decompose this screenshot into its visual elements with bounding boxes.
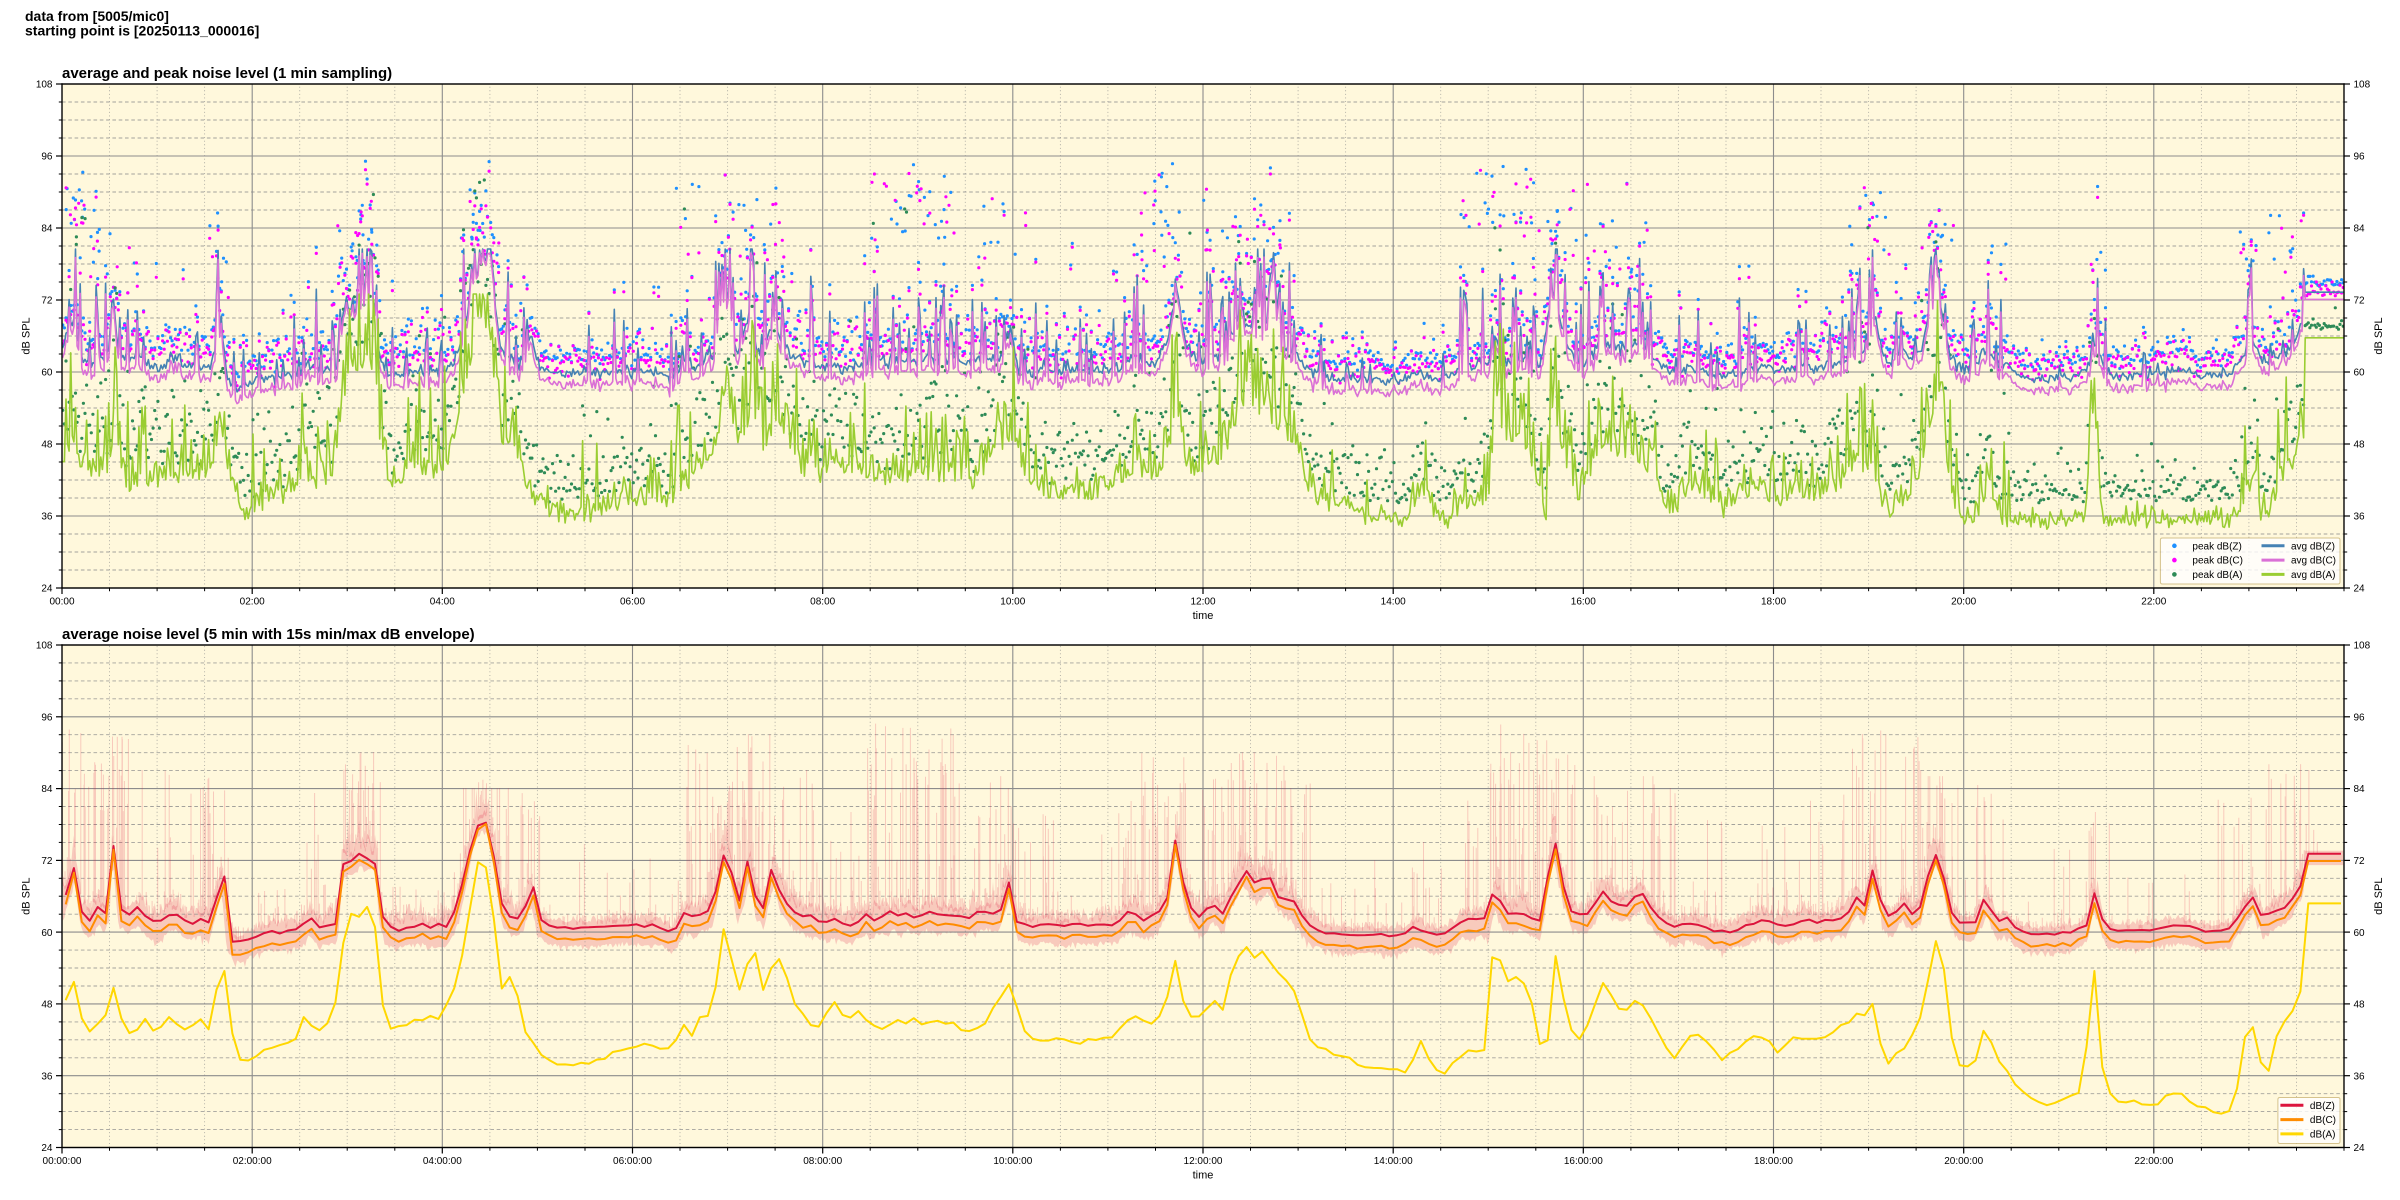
svg-text:22:00: 22:00 bbox=[2141, 597, 2166, 608]
svg-text:14:00:00: 14:00:00 bbox=[1374, 1156, 1413, 1167]
svg-text:108: 108 bbox=[2354, 641, 2371, 652]
svg-text:20:00:00: 20:00:00 bbox=[1944, 1156, 1983, 1167]
svg-text:108: 108 bbox=[36, 641, 53, 652]
svg-text:96: 96 bbox=[2354, 712, 2366, 723]
svg-text:36: 36 bbox=[41, 1071, 53, 1082]
svg-text:02:00: 02:00 bbox=[240, 597, 265, 608]
svg-text:12:00:00: 12:00:00 bbox=[1184, 1156, 1223, 1167]
svg-text:108: 108 bbox=[36, 80, 53, 91]
svg-text:36: 36 bbox=[2354, 1071, 2366, 1082]
svg-text:peak dB(Z): peak dB(Z) bbox=[2192, 541, 2241, 552]
svg-text:12:00: 12:00 bbox=[1190, 597, 1215, 608]
svg-text:00:00:00: 00:00:00 bbox=[43, 1156, 82, 1167]
svg-text:18:00: 18:00 bbox=[1761, 597, 1786, 608]
svg-text:peak dB(A): peak dB(A) bbox=[2192, 570, 2242, 581]
svg-text:10:00:00: 10:00:00 bbox=[993, 1156, 1032, 1167]
svg-text:24: 24 bbox=[41, 1143, 53, 1154]
svg-text:16:00: 16:00 bbox=[1571, 597, 1596, 608]
svg-text:24: 24 bbox=[2354, 1143, 2366, 1154]
svg-text:peak dB(C): peak dB(C) bbox=[2192, 556, 2243, 567]
svg-text:04:00:00: 04:00:00 bbox=[423, 1156, 462, 1167]
svg-text:24: 24 bbox=[2354, 584, 2366, 595]
svg-text:96: 96 bbox=[2354, 152, 2366, 163]
svg-text:48: 48 bbox=[2354, 440, 2366, 451]
svg-text:avg dB(Z): avg dB(Z) bbox=[2291, 541, 2335, 552]
svg-text:starting point is [20250113_00: starting point is [20250113_000016] bbox=[25, 23, 259, 39]
svg-text:72: 72 bbox=[41, 856, 53, 867]
svg-text:20:00: 20:00 bbox=[1951, 597, 1976, 608]
svg-text:96: 96 bbox=[41, 712, 53, 723]
svg-text:average and peak noise level (: average and peak noise level (1 min samp… bbox=[62, 65, 392, 82]
svg-text:48: 48 bbox=[41, 1000, 53, 1011]
svg-text:time: time bbox=[1193, 1169, 1214, 1181]
svg-text:06:00: 06:00 bbox=[620, 597, 645, 608]
svg-text:84: 84 bbox=[41, 784, 53, 795]
svg-text:time: time bbox=[1193, 610, 1214, 622]
svg-text:08:00:00: 08:00:00 bbox=[803, 1156, 842, 1167]
svg-text:dB SPL: dB SPL bbox=[21, 317, 33, 354]
svg-text:60: 60 bbox=[2354, 928, 2366, 939]
svg-text:dB(C): dB(C) bbox=[2310, 1115, 2336, 1126]
svg-text:dB SPL: dB SPL bbox=[2373, 317, 2385, 354]
svg-text:dB(A): dB(A) bbox=[2310, 1129, 2336, 1140]
svg-text:00:00: 00:00 bbox=[49, 597, 74, 608]
svg-text:60: 60 bbox=[2354, 368, 2366, 379]
svg-text:36: 36 bbox=[2354, 512, 2366, 523]
svg-text:avg dB(A): avg dB(A) bbox=[2291, 570, 2335, 581]
svg-text:06:00:00: 06:00:00 bbox=[613, 1156, 652, 1167]
svg-text:36: 36 bbox=[41, 512, 53, 523]
svg-text:04:00: 04:00 bbox=[430, 597, 455, 608]
svg-text:72: 72 bbox=[2354, 856, 2366, 867]
svg-text:02:00:00: 02:00:00 bbox=[233, 1156, 272, 1167]
svg-text:08:00: 08:00 bbox=[810, 597, 835, 608]
svg-text:72: 72 bbox=[2354, 296, 2366, 307]
svg-text:22:00:00: 22:00:00 bbox=[2134, 1156, 2173, 1167]
svg-text:84: 84 bbox=[2354, 784, 2366, 795]
svg-text:16:00:00: 16:00:00 bbox=[1564, 1156, 1603, 1167]
svg-text:84: 84 bbox=[41, 224, 53, 235]
svg-text:dB SPL: dB SPL bbox=[2373, 878, 2385, 915]
svg-text:14:00: 14:00 bbox=[1381, 597, 1406, 608]
svg-text:108: 108 bbox=[2354, 80, 2371, 91]
svg-text:18:00:00: 18:00:00 bbox=[1754, 1156, 1793, 1167]
svg-text:dB SPL: dB SPL bbox=[21, 878, 33, 915]
svg-text:72: 72 bbox=[41, 296, 53, 307]
svg-text:60: 60 bbox=[41, 928, 53, 939]
svg-text:average noise level (5 min wit: average noise level (5 min with 15s min/… bbox=[62, 626, 475, 643]
svg-text:60: 60 bbox=[41, 368, 53, 379]
svg-text:avg dB(C): avg dB(C) bbox=[2291, 556, 2336, 567]
svg-text:96: 96 bbox=[41, 152, 53, 163]
svg-text:48: 48 bbox=[2354, 1000, 2366, 1011]
svg-text:84: 84 bbox=[2354, 224, 2366, 235]
svg-text:24: 24 bbox=[41, 584, 53, 595]
svg-text:48: 48 bbox=[41, 440, 53, 451]
svg-text:10:00: 10:00 bbox=[1000, 597, 1025, 608]
svg-text:data from [5005/mic0]: data from [5005/mic0] bbox=[25, 8, 169, 24]
svg-text:dB(Z): dB(Z) bbox=[2310, 1101, 2335, 1112]
